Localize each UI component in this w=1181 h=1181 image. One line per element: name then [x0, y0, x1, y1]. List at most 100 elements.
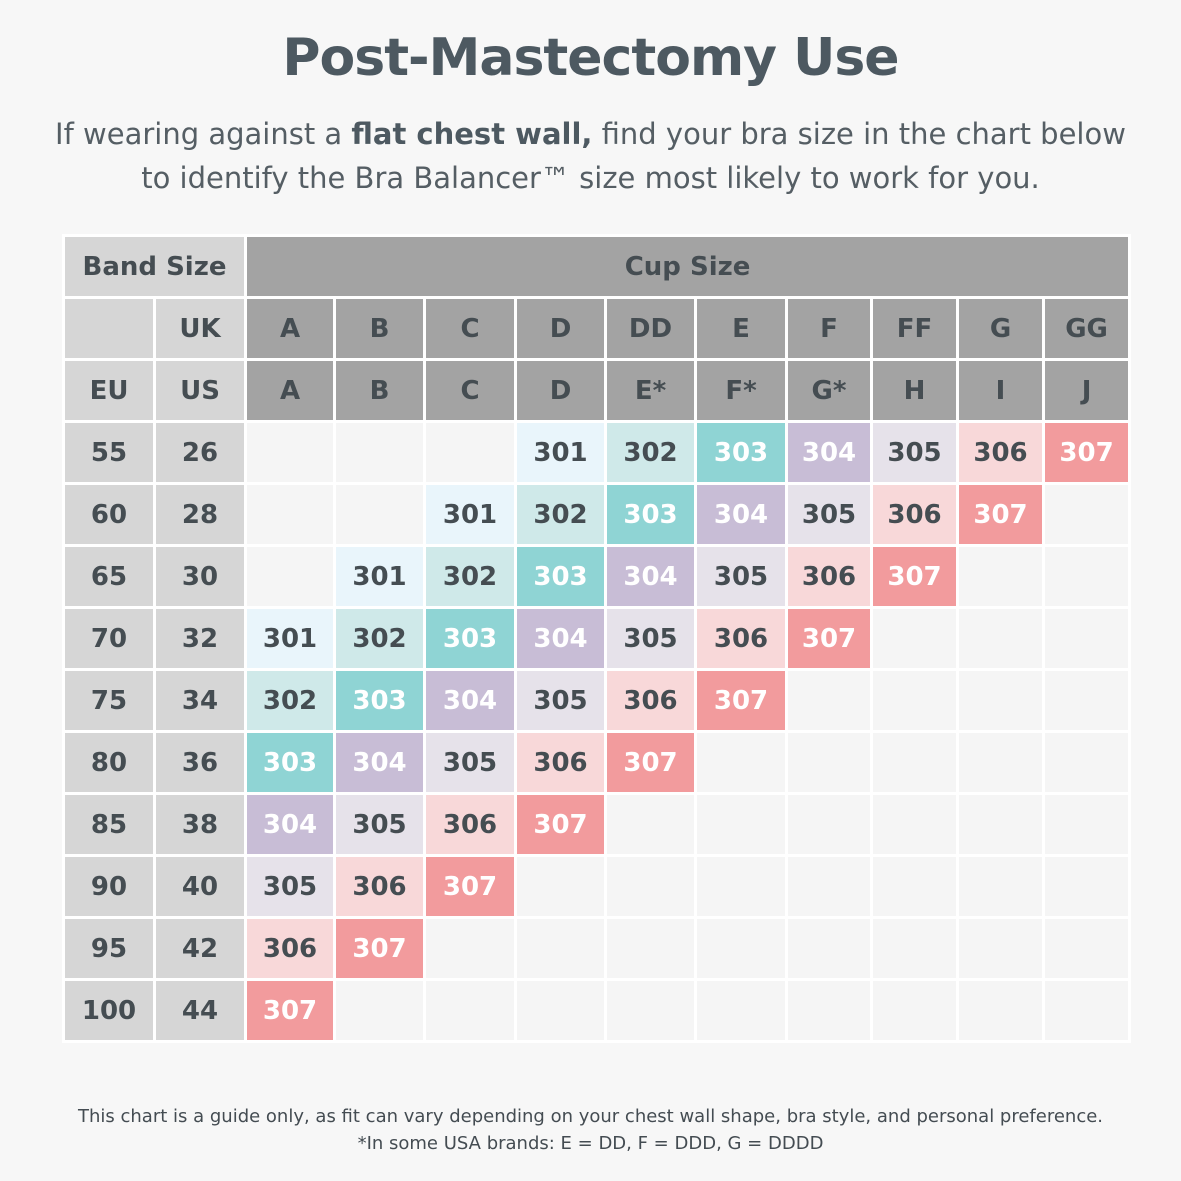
eu-band-cell: 75	[62, 668, 156, 733]
empty-cell	[1042, 606, 1132, 671]
balancer-size-cell: 303	[423, 606, 518, 671]
intro-after: find your bra size in the chart below to…	[141, 117, 1126, 195]
balancer-size-cell: 306	[694, 606, 789, 671]
balancer-size-cell: 307	[1042, 420, 1132, 485]
balancer-size-cell: 307	[604, 730, 698, 795]
header-row-us: EU US A B C D E* F* G* H I J	[62, 358, 1132, 423]
balancer-size-cell: 303	[244, 730, 337, 795]
table-row: 100 44 307	[62, 978, 1132, 1043]
empty-cell	[956, 668, 1046, 733]
uk-label: UK	[152, 296, 248, 361]
empty-cell	[333, 978, 427, 1043]
empty-cell	[870, 730, 960, 795]
table-row: 65 30 301 302 303 304 305 306 307	[62, 544, 1132, 609]
balancer-size-cell: 306	[244, 916, 337, 981]
empty-cell	[604, 792, 698, 857]
balancer-size-cell: 302	[333, 606, 427, 671]
page-title: Post-Mastectomy Use	[282, 28, 899, 88]
eu-band-cell: 85	[62, 792, 156, 857]
intro-text: If wearing against a flat chest wall, fi…	[40, 112, 1141, 200]
us-band-cell: 38	[152, 792, 248, 857]
empty-cell	[604, 978, 698, 1043]
uk-cup-header: G	[956, 296, 1046, 361]
empty-cell	[1042, 544, 1132, 609]
empty-cell	[694, 854, 789, 919]
empty-cell	[785, 854, 874, 919]
balancer-size-cell: 304	[333, 730, 427, 795]
balancer-size-cell: 303	[604, 482, 698, 547]
eu-band-cell: 70	[62, 606, 156, 671]
empty-cell	[870, 668, 960, 733]
empty-cell	[870, 978, 960, 1043]
balancer-size-cell: 304	[604, 544, 698, 609]
balancer-size-cell: 305	[870, 420, 960, 485]
uk-cup-header: B	[333, 296, 427, 361]
empty-cell	[244, 420, 337, 485]
band-size-header: Band Size	[61, 234, 248, 299]
empty-cell	[604, 854, 698, 919]
balancer-size-cell: 307	[870, 544, 960, 609]
empty-cell	[1042, 854, 1132, 919]
eu-band-cell: 100	[62, 978, 156, 1043]
footer-disclaimer: This chart is a guide only, as fit can v…	[77, 1106, 1104, 1127]
empty-cell	[956, 730, 1046, 795]
table-row: 60 28 301 302 303 304 305 306 307	[62, 482, 1132, 547]
table-row: 85 38 304 305 306 307	[62, 792, 1132, 857]
balancer-size-cell: 307	[333, 916, 427, 981]
empty-cell	[1042, 792, 1132, 857]
balancer-size-cell: 302	[604, 420, 698, 485]
balancer-size-cell: 301	[514, 420, 608, 485]
us-band-cell: 34	[152, 668, 248, 733]
table-row: 70 32 301 302 303 304 305 306 307	[62, 606, 1132, 671]
empty-cell	[785, 792, 874, 857]
empty-cell	[870, 854, 960, 919]
empty-cell	[514, 916, 608, 981]
balancer-size-cell: 306	[604, 668, 698, 733]
us-band-cell: 36	[152, 730, 248, 795]
balancer-size-cell: 307	[956, 482, 1046, 547]
empty-cell	[514, 854, 608, 919]
footer-note: *In some USA brands: E = DD, F = DDD, G …	[357, 1133, 824, 1154]
balancer-size-cell: 306	[956, 420, 1046, 485]
empty-cell	[870, 606, 960, 671]
empty-cell	[1042, 916, 1132, 981]
balancer-size-cell: 306	[333, 854, 427, 919]
uk-cup-header: F	[785, 296, 874, 361]
empty-cell	[1042, 978, 1132, 1043]
balancer-size-cell: 306	[423, 792, 518, 857]
us-cup-header: J	[1042, 358, 1132, 423]
empty-cell	[956, 544, 1046, 609]
empty-cell	[333, 482, 427, 547]
table-row: 80 36 303 304 305 306 307	[62, 730, 1132, 795]
balancer-size-cell: 301	[244, 606, 337, 671]
us-band-cell: 26	[152, 420, 248, 485]
balancer-size-cell: 304	[785, 420, 874, 485]
balancer-size-cell: 303	[333, 668, 427, 733]
table-row: 95 42 306 307	[62, 916, 1132, 981]
size-chart-table: Band Size Cup Size UK A B C D DD E F FF G GG EU U…	[61, 234, 1132, 1043]
balancer-size-cell: 302	[514, 482, 608, 547]
eu-band-cell: 55	[62, 420, 156, 485]
us-band-cell: 32	[152, 606, 248, 671]
balancer-size-cell: 307	[785, 606, 874, 671]
empty-cell	[956, 606, 1046, 671]
cup-size-header: Cup Size	[244, 234, 1132, 299]
empty-cell	[423, 916, 518, 981]
balancer-size-cell: 306	[785, 544, 874, 609]
us-cup-header: B	[333, 358, 427, 423]
balancer-size-cell: 304	[244, 792, 337, 857]
uk-cup-header: C	[423, 296, 518, 361]
balancer-size-cell: 307	[244, 978, 337, 1043]
empty-cell	[244, 482, 337, 547]
empty-cell	[423, 420, 518, 485]
empty-cell	[694, 916, 789, 981]
uk-cup-header: D	[514, 296, 608, 361]
balancer-size-cell: 301	[333, 544, 427, 609]
table-row: 90 40 305 306 307	[62, 854, 1132, 919]
balancer-size-cell: 301	[423, 482, 518, 547]
balancer-size-cell: 302	[423, 544, 518, 609]
balancer-size-cell: 305	[333, 792, 427, 857]
balancer-size-cell: 305	[785, 482, 874, 547]
empty-cell	[1042, 668, 1132, 733]
uk-cup-header: FF	[870, 296, 960, 361]
